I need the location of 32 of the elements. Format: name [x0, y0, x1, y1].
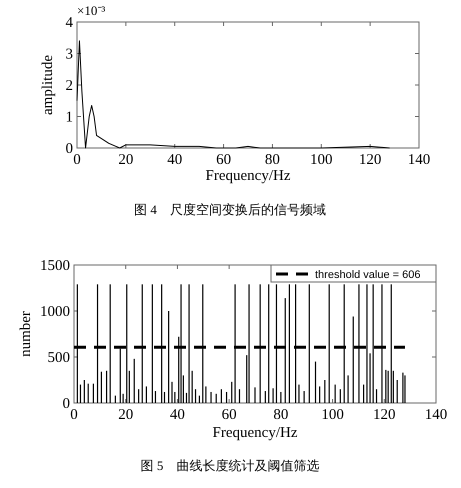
- x-tick-label: 100: [310, 152, 333, 168]
- x-tick-label: 80: [264, 152, 280, 168]
- text: ×10⁻³: [77, 3, 106, 18]
- x-axis-title: Frequency/Hz: [212, 425, 298, 441]
- x-tick-label: 20: [118, 152, 134, 168]
- x-tick-label: 20: [118, 407, 134, 423]
- y-tick-label: 1500: [40, 258, 70, 274]
- x-tick-label: 140: [424, 407, 448, 423]
- y-tick-label: 1000: [40, 304, 70, 320]
- y-tick-label: 1: [66, 110, 73, 126]
- x-tick-label: 100: [321, 407, 344, 423]
- y-tick-label: 4: [66, 15, 74, 31]
- x-tick-label: 40: [167, 152, 182, 168]
- x-tick-label: 140: [408, 152, 430, 168]
- y-axis-title: number: [18, 311, 34, 357]
- legend-label: threshold value = 606: [315, 269, 420, 281]
- y-tick-label: 0: [62, 396, 70, 412]
- caption: 图 5 曲线长度统计及阈值筛选: [140, 458, 320, 473]
- caption: 图 4 尺度空间变换后的信号频域: [134, 202, 326, 217]
- x-tick-label: 60: [222, 407, 237, 423]
- y-tick-label: 2: [66, 78, 73, 94]
- x-tick-label: 120: [373, 407, 396, 423]
- line-series: [76, 40, 390, 148]
- x-tick-label: 80: [273, 407, 288, 423]
- y-tick-label: 500: [48, 350, 70, 366]
- x-axis-title: Frequency/Hz: [206, 168, 291, 184]
- x-tick-label: 40: [170, 407, 185, 423]
- y-axis-title: amplitude: [40, 54, 56, 115]
- x-tick-label: 60: [216, 152, 232, 168]
- x-tick-label: 120: [358, 152, 382, 168]
- y-tick-label: 0: [66, 141, 73, 157]
- y-tick-label: 3: [66, 46, 73, 62]
